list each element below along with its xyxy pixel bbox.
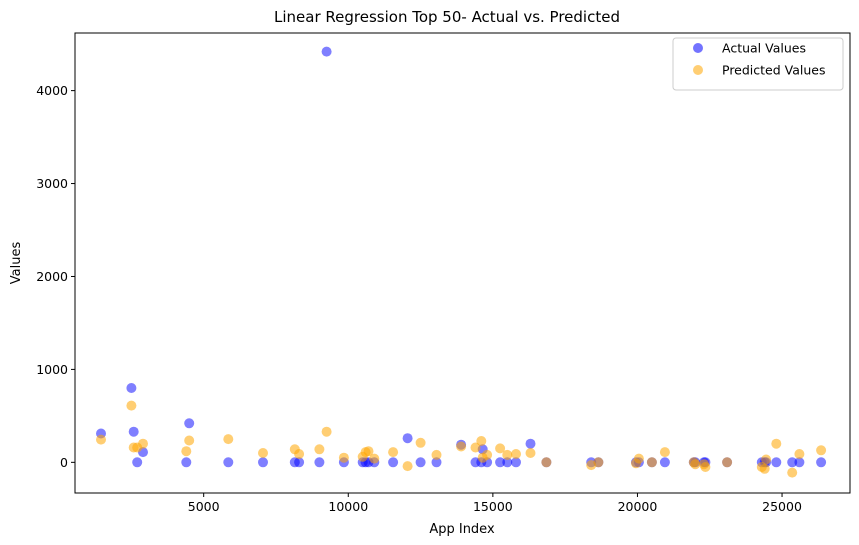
predicted-values-point bbox=[258, 448, 268, 458]
x-tick-label: 15000 bbox=[473, 499, 513, 514]
actual-values-point bbox=[794, 457, 805, 468]
predicted-values-point bbox=[476, 436, 487, 446]
x-tick-label: 20000 bbox=[618, 499, 658, 514]
predicted-values-point bbox=[294, 449, 305, 459]
predicted-values-point bbox=[593, 457, 604, 468]
predicted-values-point bbox=[495, 443, 506, 454]
predicted-values-point bbox=[314, 444, 325, 455]
actual-values-point bbox=[258, 457, 268, 468]
actual-values-point bbox=[511, 457, 521, 468]
predicted-values-point bbox=[138, 438, 148, 449]
actual-values-point bbox=[787, 457, 798, 468]
x-axis-label: App Index bbox=[429, 522, 495, 537]
actual-values-point bbox=[402, 433, 413, 444]
actual-values-point bbox=[321, 46, 332, 57]
x-tick-label: 25000 bbox=[762, 499, 802, 514]
predicted-values-point bbox=[646, 457, 657, 468]
predicted-values-point bbox=[369, 453, 380, 464]
chart-title: Linear Regression Top 50- Actual vs. Pre… bbox=[274, 8, 620, 26]
y-tick-label: 4000 bbox=[36, 83, 68, 98]
actual-values-point bbox=[502, 457, 513, 468]
predicted-values-point bbox=[181, 446, 192, 457]
actual-values-point bbox=[525, 438, 536, 449]
actual-values-point bbox=[659, 457, 670, 468]
legend-label-predicted-values: Predicted Values bbox=[722, 63, 826, 78]
y-tick-label: 0 bbox=[60, 455, 68, 470]
legend-marker-predicted-values bbox=[693, 65, 703, 75]
actual-values-point bbox=[126, 383, 137, 393]
predicted-values-point bbox=[787, 467, 798, 478]
predicted-values-point bbox=[415, 437, 426, 448]
legend-marker-actual-values bbox=[693, 43, 703, 53]
actual-values-point bbox=[388, 457, 399, 468]
predicted-values-point bbox=[816, 445, 827, 456]
legend-label-actual-values: Actual Values bbox=[722, 41, 806, 56]
x-axis: 5000 10000 15000 20000 25000 bbox=[188, 493, 802, 514]
predicted-values-point bbox=[363, 446, 374, 457]
actual-values-point bbox=[132, 457, 143, 468]
predicted-values-point bbox=[511, 449, 521, 459]
legend: Actual Values Predicted Values bbox=[672, 37, 844, 91]
predicted-values-point bbox=[690, 459, 701, 470]
predicted-values-point bbox=[470, 442, 481, 453]
predicted-values-point bbox=[126, 400, 137, 411]
predicted-values-point bbox=[771, 438, 782, 449]
predicted-values-point bbox=[338, 452, 349, 463]
y-axis: 0 1000 2000 3000 4000 bbox=[36, 83, 75, 470]
predicted-values-point bbox=[761, 454, 772, 465]
predicted-values-point bbox=[482, 449, 493, 460]
actual-values-point bbox=[415, 457, 426, 468]
predicted-values-point bbox=[184, 435, 195, 446]
predicted-values-point bbox=[759, 463, 770, 474]
predicted-values-point bbox=[794, 449, 805, 459]
predicted-values-point bbox=[525, 448, 536, 458]
actual-values-point bbox=[128, 426, 139, 437]
predicted-values-point bbox=[456, 441, 467, 452]
y-tick-label: 2000 bbox=[36, 269, 68, 284]
actual-values-point bbox=[431, 457, 442, 468]
predicted-values-point bbox=[722, 457, 733, 468]
actual-values-point bbox=[294, 457, 305, 468]
y-tick-label: 1000 bbox=[36, 362, 68, 377]
predicted-values-point bbox=[541, 457, 552, 468]
predicted-values-point bbox=[700, 462, 711, 472]
predicted-values-point bbox=[402, 461, 413, 472]
x-tick-label: 10000 bbox=[328, 499, 368, 514]
predicted-values-point bbox=[388, 447, 399, 458]
predicted-values-point bbox=[659, 447, 670, 458]
actual-values-point bbox=[495, 457, 506, 468]
predicted-values-point bbox=[96, 434, 106, 445]
actual-values-point bbox=[771, 457, 782, 468]
plot-frame bbox=[74, 32, 851, 494]
predicted-values-point bbox=[633, 453, 644, 464]
plot-area bbox=[96, 46, 827, 478]
predicted-values-point bbox=[502, 449, 513, 460]
predicted-values-point bbox=[223, 434, 234, 445]
actual-values-point bbox=[314, 457, 325, 468]
y-tick-label: 3000 bbox=[36, 176, 68, 191]
actual-values-point bbox=[816, 457, 827, 468]
y-axis-label: Values bbox=[9, 242, 24, 285]
actual-values-point bbox=[223, 457, 234, 468]
legend-box bbox=[672, 37, 844, 91]
predicted-values-point bbox=[321, 426, 332, 437]
predicted-values-point bbox=[431, 449, 442, 460]
actual-values-point bbox=[181, 457, 192, 468]
actual-values-point bbox=[184, 418, 195, 429]
x-tick-label: 5000 bbox=[188, 499, 220, 514]
